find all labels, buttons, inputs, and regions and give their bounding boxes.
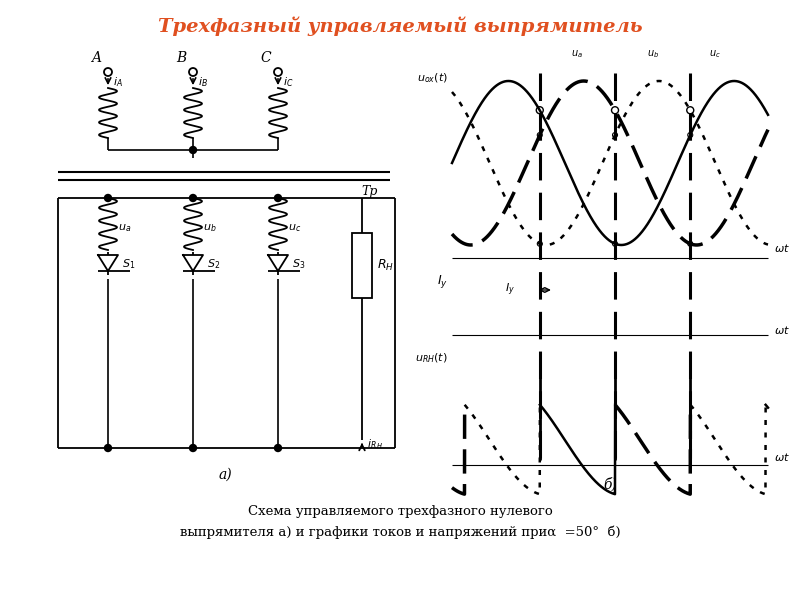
Text: B: B <box>176 51 186 65</box>
Text: $u_c$: $u_c$ <box>710 48 721 60</box>
Text: $u_b$: $u_b$ <box>646 48 658 60</box>
Circle shape <box>190 194 197 202</box>
Text: $i_A$: $i_A$ <box>113 75 123 89</box>
Text: $i_B$: $i_B$ <box>198 75 208 89</box>
Text: $S_3$: $S_3$ <box>292 257 306 271</box>
Text: A: A <box>91 51 101 65</box>
Circle shape <box>190 146 197 154</box>
Text: $u_{ox}(t)$: $u_{ox}(t)$ <box>417 71 448 85</box>
Text: $\omega t$: $\omega t$ <box>774 242 790 254</box>
Text: $I_y$: $I_y$ <box>505 282 514 298</box>
Text: Тр: Тр <box>362 185 378 199</box>
Text: $R_H$: $R_H$ <box>377 258 394 273</box>
Bar <box>352 233 372 298</box>
Text: $S_2$: $S_2$ <box>207 257 220 271</box>
Text: $\omega t$: $\omega t$ <box>774 451 790 463</box>
Text: C: C <box>261 51 271 65</box>
Text: $u_a$: $u_a$ <box>571 48 583 60</box>
Text: $i_C$: $i_C$ <box>283 75 294 89</box>
Text: $\omega t$: $\omega t$ <box>774 324 790 336</box>
Text: $u_c$: $u_c$ <box>288 222 302 234</box>
Text: $u_a$: $u_a$ <box>118 222 131 234</box>
Circle shape <box>190 445 197 451</box>
Text: Схема управляемого трехфазного нулевого: Схема управляемого трехфазного нулевого <box>248 505 552 518</box>
Text: $u_{RH}(t)$: $u_{RH}(t)$ <box>415 351 448 365</box>
Text: б): б) <box>603 478 617 492</box>
Text: Трехфазный управляемый выпрямитель: Трехфазный управляемый выпрямитель <box>158 16 642 36</box>
Text: $i_{R\,н}$: $i_{R\,н}$ <box>367 437 383 451</box>
Text: $u_b$: $u_b$ <box>203 222 217 234</box>
Circle shape <box>105 445 111 451</box>
Text: а): а) <box>218 468 232 482</box>
Text: $I_y$: $I_y$ <box>437 274 448 290</box>
Circle shape <box>274 194 282 202</box>
Text: $S_1$: $S_1$ <box>122 257 135 271</box>
Circle shape <box>105 194 111 202</box>
Circle shape <box>274 445 282 451</box>
Text: выпрямителя а) и графики токов и напряжений приα  =50°  б): выпрямителя а) и графики токов и напряже… <box>180 525 620 539</box>
